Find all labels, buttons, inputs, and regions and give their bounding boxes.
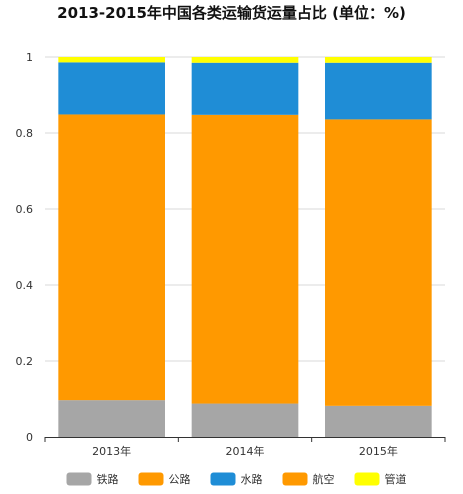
chart-title: 2013-2015年中国各类运输货运量占比 (单位：%): [57, 4, 406, 22]
y-tick-label: 0.2: [16, 355, 34, 368]
axes: 0 0.2 0.4 0.6 0.8 1 2013年 2014年 2015年: [16, 51, 446, 458]
legend-label: 航空: [313, 472, 335, 486]
bar-segment: [191, 57, 299, 63]
legend-label: 铁路: [97, 473, 119, 486]
bar-segment: [325, 119, 432, 406]
legend-swatch: [66, 472, 92, 486]
legend-swatch: [138, 472, 164, 486]
bar-segment: [191, 62, 299, 115]
y-tick-label: 0.4: [16, 279, 34, 292]
y-tick-label: 0.6: [16, 203, 34, 216]
legend-swatch: [282, 472, 308, 486]
y-tick-label: 0.8: [16, 127, 34, 140]
bar-segment: [191, 403, 299, 437]
bar-segment: [325, 405, 432, 437]
legend-swatch: [210, 472, 236, 486]
legend-label: 水路: [241, 473, 263, 486]
y-tick-label: 1: [26, 51, 33, 64]
bar-segments: [58, 57, 432, 437]
bar-segment: [58, 57, 166, 63]
legend-label: 公路: [169, 473, 191, 486]
legend-swatch: [354, 472, 380, 486]
bar-segment: [325, 57, 432, 63]
x-tick-label: 2014年: [226, 444, 265, 458]
legend-label: 管道: [385, 472, 407, 486]
bar-segment: [325, 62, 432, 120]
bar-segment: [191, 114, 299, 404]
bar-segment: [58, 114, 166, 401]
y-tick-label: 0: [26, 431, 33, 444]
x-tick-label: 2015年: [359, 444, 398, 458]
bar-segment: [58, 62, 166, 115]
x-tick-label: 2013年: [92, 444, 131, 458]
legend: 铁路 公路 水路 航空 管道: [66, 472, 407, 486]
bar-segment: [58, 400, 166, 437]
